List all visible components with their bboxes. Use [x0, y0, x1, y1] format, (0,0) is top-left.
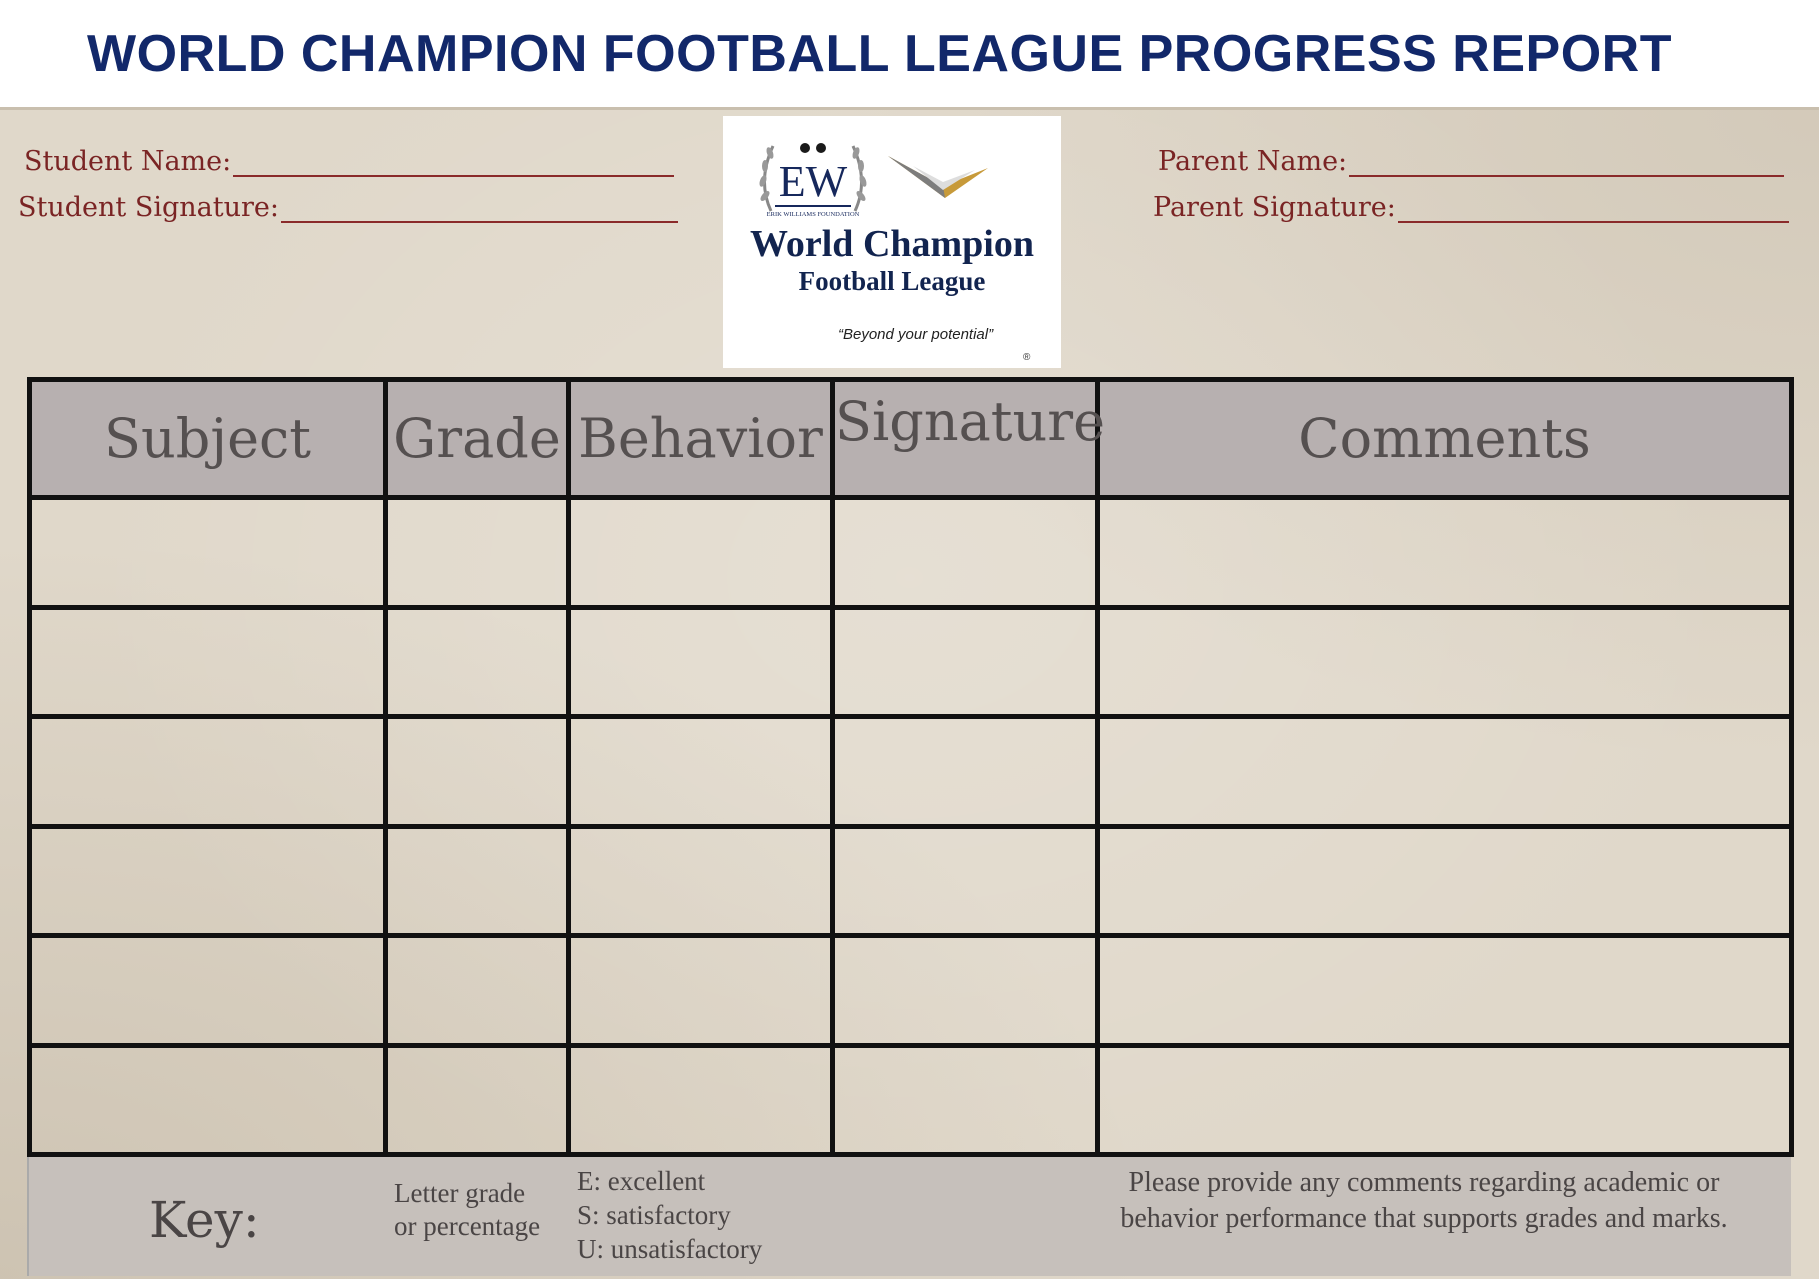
col-header-grade: Grade — [383, 377, 571, 500]
subject-cell[interactable] — [27, 933, 388, 1048]
table-row — [27, 933, 1794, 1048]
key-behavior-unsatisfactory: U: unsatisfactory — [577, 1234, 763, 1264]
comments-cell[interactable] — [1095, 823, 1794, 938]
student-name-label: Student Name: — [24, 146, 232, 177]
signature-cell[interactable] — [830, 604, 1100, 719]
key-grade-line: or percentage — [394, 1211, 541, 1241]
grade-cell[interactable] — [383, 933, 571, 1048]
grade-cell[interactable] — [383, 714, 571, 829]
wing-emblem-icon — [888, 156, 988, 198]
table-row — [27, 714, 1794, 829]
key-grade-text: Letter grade or percentage — [394, 1177, 574, 1243]
key-behavior-satisfactory: S: satisfactory — [577, 1200, 731, 1230]
table-row — [27, 495, 1794, 610]
behavior-cell[interactable] — [566, 933, 835, 1048]
parent-signature-label: Parent Signature: — [1153, 192, 1396, 223]
comments-cell[interactable] — [1095, 933, 1794, 1048]
ew-laurel-icon: EW ERIK WILLIAMS FOUNDATION — [759, 143, 867, 218]
progress-table: Subject Grade Behavior Signature Comment… — [27, 377, 1794, 1157]
parent-name-label: Parent Name: — [1158, 146, 1348, 177]
parent-signature-field[interactable]: Parent Signature: — [1153, 192, 1789, 223]
table-row — [27, 604, 1794, 719]
parent-name-line[interactable] — [1349, 153, 1784, 177]
comments-cell[interactable] — [1095, 604, 1794, 719]
grade-cell[interactable] — [383, 495, 571, 610]
signature-cell[interactable] — [830, 823, 1100, 938]
table-row — [27, 823, 1794, 938]
comments-cell[interactable] — [1095, 1042, 1794, 1157]
signature-cell[interactable] — [830, 495, 1100, 610]
student-name-line[interactable] — [233, 153, 674, 177]
behavior-cell[interactable] — [566, 823, 835, 938]
behavior-cell[interactable] — [566, 495, 835, 610]
signature-cell[interactable] — [830, 1042, 1100, 1157]
comments-cell[interactable] — [1095, 495, 1794, 610]
key-behavior-text: E: excellent S: satisfactory U: unsatisf… — [577, 1164, 837, 1266]
table-header-row: Subject Grade Behavior Signature Comment… — [27, 377, 1794, 500]
behavior-cell[interactable] — [566, 604, 835, 719]
col-header-signature: Signature — [830, 377, 1105, 500]
table-row — [27, 1042, 1794, 1157]
key-grade-line: Letter grade — [394, 1178, 526, 1208]
ew-monogram: EW — [779, 157, 848, 206]
col-header-comments: Comments — [1095, 377, 1794, 500]
key-label: Key: — [149, 1191, 260, 1249]
subject-cell[interactable] — [27, 823, 388, 938]
signature-cell[interactable] — [830, 933, 1100, 1048]
student-signature-line[interactable] — [280, 199, 678, 223]
grade-cell[interactable] — [383, 604, 571, 719]
signature-cell[interactable] — [830, 714, 1100, 829]
subject-cell[interactable] — [27, 1042, 388, 1157]
title-bar: WORLD CHAMPION FOOTBALL LEAGUE PROGRESS … — [0, 0, 1819, 107]
key-comments-text: Please provide any comments regarding ac… — [1120, 1167, 1728, 1234]
registered-mark: ® — [1023, 352, 1031, 363]
student-signature-field[interactable]: Student Signature: — [18, 192, 678, 223]
student-signature-label: Student Signature: — [18, 192, 279, 223]
comments-cell[interactable] — [1095, 714, 1794, 829]
parent-name-field[interactable]: Parent Name: — [1158, 146, 1784, 177]
league-logo: EW ERIK WILLIAMS FOUNDATION World Champi… — [723, 116, 1061, 368]
foundation-text: ERIK WILLIAMS FOUNDATION — [767, 211, 860, 218]
parent-signature-line[interactable] — [1397, 199, 1789, 223]
subject-cell[interactable] — [27, 495, 388, 610]
behavior-cell[interactable] — [566, 1042, 835, 1157]
page-title: WORLD CHAMPION FOOTBALL LEAGUE PROGRESS … — [87, 24, 1672, 83]
grade-cell[interactable] — [383, 1042, 571, 1157]
logo-name-line2: Football League — [798, 266, 986, 296]
logo-name-line1: World Champion — [749, 223, 1035, 265]
key-legend: Key: Letter grade or percentage E: excel… — [27, 1157, 1791, 1276]
subject-cell[interactable] — [27, 714, 388, 829]
behavior-cell[interactable] — [566, 714, 835, 829]
col-header-subject: Subject — [27, 377, 388, 500]
logo-tagline: “Beyond your potential” — [838, 326, 994, 343]
grade-cell[interactable] — [383, 823, 571, 938]
col-header-behavior: Behavior — [566, 377, 835, 500]
key-behavior-excellent: E: excellent — [577, 1166, 706, 1196]
student-name-field[interactable]: Student Name: — [24, 146, 674, 177]
subject-cell[interactable] — [27, 604, 388, 719]
